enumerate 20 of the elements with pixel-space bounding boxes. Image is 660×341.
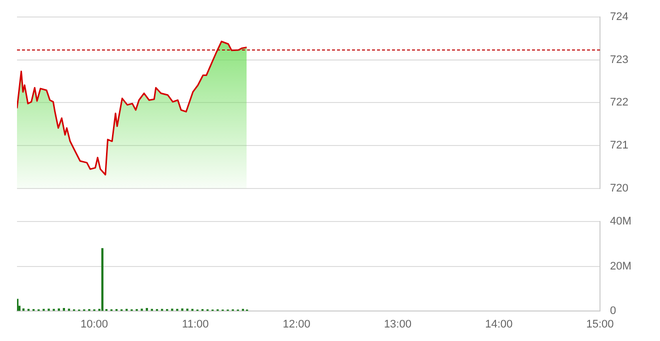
x-tick-label: 15:00 xyxy=(586,318,614,331)
y-tick-label: 720 xyxy=(610,182,628,194)
bar xyxy=(101,248,104,311)
y-tick-label: 724 xyxy=(610,11,628,24)
y-tick-label: 723 xyxy=(610,54,628,66)
x-tick-label: 12:00 xyxy=(282,318,310,331)
y-tick-label: 0 xyxy=(610,305,616,318)
bar xyxy=(181,308,184,311)
x-tick-label: 14:00 xyxy=(485,318,513,331)
bar xyxy=(62,308,66,311)
bar xyxy=(58,308,60,311)
bar xyxy=(22,308,25,311)
x-tick-label: 13:00 xyxy=(384,318,412,331)
x-tick-label: 11:00 xyxy=(182,318,209,331)
x-tick-label: 10:00 xyxy=(80,318,108,331)
y-tick-label: 722 xyxy=(610,96,628,109)
y-tick-label: 40M xyxy=(610,216,632,228)
y-tick-label: 721 xyxy=(610,140,628,152)
bar xyxy=(146,308,148,311)
y-tick-label: 20M xyxy=(610,260,632,272)
